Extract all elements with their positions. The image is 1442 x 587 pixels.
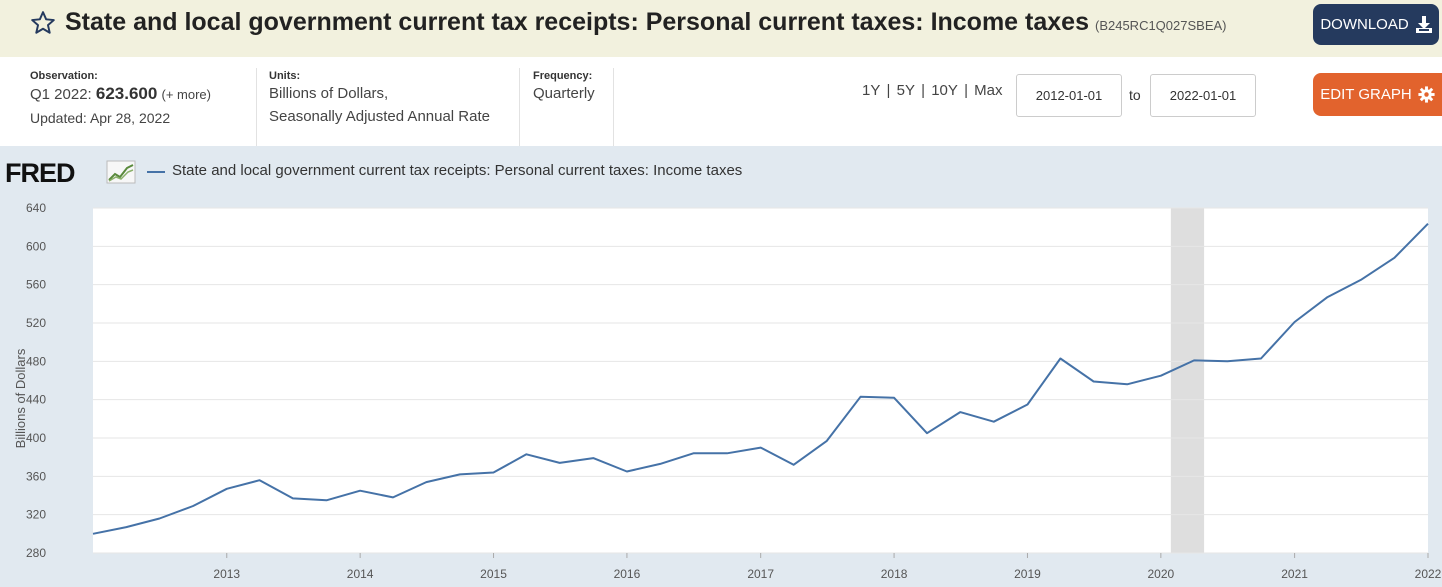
series-meta: Observation: Q1 2022: 623.600 (+ more) U… [0, 57, 1442, 146]
download-button[interactable]: DOWNLOAD [1313, 4, 1439, 45]
series-id: (B245RC1Q027SBEA) [1094, 18, 1227, 33]
y-tick-label: 480 [26, 354, 46, 368]
units-line1: Billions of Dollars, [269, 85, 389, 102]
title-bar: State and local government current tax r… [0, 0, 1442, 57]
recession-shading [1170, 208, 1205, 553]
edit-graph-button[interactable]: EDIT GRAPH [1313, 73, 1442, 116]
x-tick-label: 2016 [614, 567, 641, 581]
y-tick-label: 520 [26, 316, 46, 330]
units-label: Units: [269, 70, 301, 82]
x-tick-label: 2017 [747, 567, 774, 581]
units-block: Units: Billions of Dollars, Seasonally A… [269, 70, 490, 128]
download-label: DOWNLOAD [1320, 16, 1409, 33]
page-title: State and local government current tax r… [65, 8, 1227, 37]
x-tick-label: 2013 [213, 567, 240, 581]
y-tick-label: 320 [26, 508, 46, 522]
y-tick-label: 600 [26, 239, 46, 253]
range-divider: | [886, 82, 891, 99]
start-date-input[interactable]: 2012-01-01 [1016, 74, 1122, 117]
y-tick-label: 640 [26, 201, 46, 215]
x-tick-label: 2022 [1415, 567, 1442, 581]
observation-more-link[interactable]: (+ more) [161, 87, 211, 102]
x-tick-label: 2020 [1148, 567, 1175, 581]
download-icon [1415, 16, 1432, 33]
divider [256, 68, 257, 146]
chart-container: FRED State and local government current … [0, 146, 1442, 587]
star-icon[interactable] [30, 10, 56, 36]
line-chart[interactable]: 280 320 360 400 440 480 520 560 600 640 2013 2014 20… [0, 146, 1442, 587]
range-max[interactable]: Max [974, 82, 1003, 99]
frequency-value: Quarterly [533, 85, 595, 102]
range-1y[interactable]: 1Y [862, 82, 881, 99]
y-axis-label: Billions of Dollars [13, 348, 28, 448]
series-line [92, 222, 1429, 535]
observation-label: Observation: [30, 70, 98, 82]
frequency-block: Frequency: Quarterly [533, 70, 595, 105]
fred-chart-icon [106, 160, 136, 184]
x-tick-label: 2014 [347, 567, 374, 581]
y-tick-label: 280 [26, 546, 46, 560]
legend-swatch [147, 171, 165, 173]
y-tick-label: 400 [26, 431, 46, 445]
range-selector: 1Y | 5Y | 10Y | Max [861, 82, 1004, 99]
observation-value-line: Q1 2022: 623.600 (+ more) [30, 83, 211, 106]
legend-label: State and local government current tax r… [172, 162, 743, 179]
edit-graph-label: EDIT GRAPH [1320, 86, 1412, 103]
x-tick-label: 2019 [1014, 567, 1041, 581]
x-tick-label: 2021 [1281, 567, 1308, 581]
to-label: to [1129, 87, 1141, 103]
frequency-label: Frequency: [533, 70, 593, 82]
divider [613, 68, 614, 146]
divider [519, 68, 520, 146]
end-date-input[interactable]: 2022-01-01 [1150, 74, 1256, 117]
gear-icon [1418, 86, 1435, 103]
range-divider: | [964, 82, 968, 99]
observation-value: 623.600 [95, 84, 158, 103]
y-tick-label: 440 [26, 393, 46, 407]
x-tick-label: 2018 [881, 567, 908, 581]
observation-block: Observation: Q1 2022: 623.600 (+ more) U… [30, 70, 211, 129]
range-10y[interactable]: 10Y [931, 82, 958, 99]
y-tick-label: 360 [26, 469, 46, 483]
fred-logo: FRED [5, 158, 75, 188]
range-5y[interactable]: 5Y [896, 82, 915, 99]
range-divider: | [921, 82, 926, 99]
plot-area [93, 208, 1428, 553]
y-tick-label: 560 [26, 278, 46, 292]
observation-period: Q1 2022: [30, 86, 92, 103]
units-line2: Seasonally Adjusted Annual Rate [269, 108, 490, 125]
updated-date: Updated: Apr 28, 2022 [30, 110, 171, 126]
series-title: State and local government current tax r… [65, 8, 1089, 36]
x-tick-label: 2015 [480, 567, 507, 581]
